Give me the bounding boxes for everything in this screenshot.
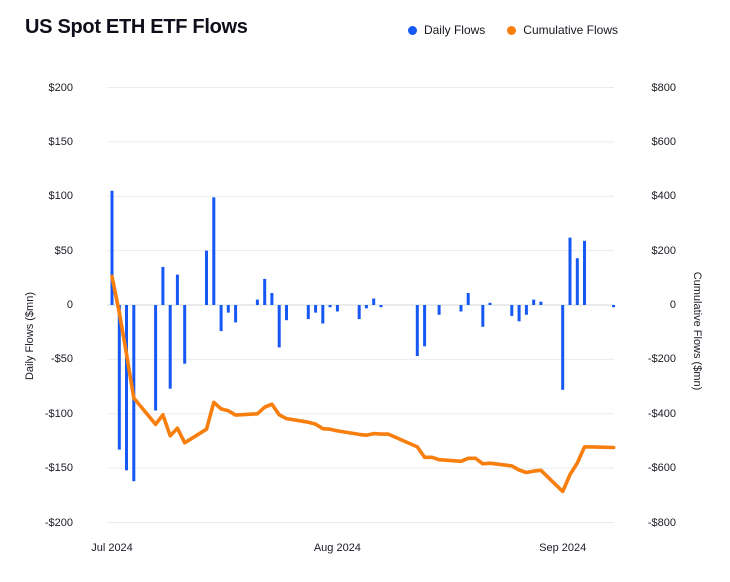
y-axis-tick-left: $50 [54, 244, 73, 257]
daily-flow-bar[interactable] [481, 305, 485, 327]
daily-flow-bar[interactable] [205, 250, 208, 305]
y-axis-tick-right: $200 [651, 244, 676, 257]
y-axis-tick-left: -$150 [44, 462, 73, 475]
daily-flow-bar[interactable] [154, 305, 158, 411]
daily-flow-bar[interactable] [372, 298, 376, 306]
daily-flow-bar[interactable] [117, 305, 121, 450]
daily-flow-bar[interactable] [437, 305, 441, 315]
daily-flow-bar[interactable] [219, 305, 223, 332]
daily-flow-bar[interactable] [539, 301, 543, 305]
chart-title: US Spot ETH ETF Flows [25, 16, 248, 38]
y-axis-tick-right: $400 [651, 190, 676, 203]
daily-flow-bar[interactable] [270, 293, 274, 305]
right-axis-title: Cumulative Flows ($mn) [691, 271, 703, 391]
daily-flow-bar[interactable] [357, 305, 361, 320]
daily-flow-bar[interactable] [364, 305, 368, 309]
daily-flow-bar[interactable] [459, 305, 463, 312]
y-axis-tick-right: -$200 [647, 353, 676, 366]
daily-flow-bar[interactable] [575, 258, 579, 305]
daily-flow-bar[interactable] [212, 197, 216, 305]
y-axis-tick-left: -$200 [44, 516, 73, 529]
y-axis-tick-right: $800 [651, 81, 676, 94]
daily-flow-bar[interactable] [328, 305, 332, 308]
daily-flow-bar[interactable] [423, 305, 427, 347]
y-axis-tick-left: $200 [48, 81, 73, 94]
daily-flow-bar[interactable] [524, 305, 528, 315]
daily-flow-bar[interactable] [314, 305, 318, 313]
legend-item-daily-flows[interactable]: Daily Flows [407, 23, 486, 37]
daily-flow-bar[interactable] [306, 305, 310, 320]
legend-label-daily-flows: Daily Flows [423, 23, 486, 37]
daily-flow-bar[interactable] [226, 305, 230, 313]
daily-flow-bar[interactable] [335, 305, 339, 312]
daily-flow-bar[interactable] [125, 305, 128, 471]
daily-flow-bar[interactable] [415, 305, 419, 357]
x-axis-tick: Jul 2024 [91, 542, 133, 554]
cumulative-flow-line[interactable] [110, 274, 616, 494]
daily-flow-bar[interactable] [379, 305, 383, 308]
daily-flow-bar[interactable] [488, 302, 492, 305]
y-axis-tick-right: 0 [669, 299, 676, 311]
daily-flow-bar[interactable] [277, 305, 281, 348]
y-axis-tick-left: $150 [48, 135, 73, 148]
legend: Daily Flows Cumulative Flows [407, 23, 618, 37]
daily-flow-bar[interactable] [175, 274, 179, 305]
y-axis-tick-right: -$600 [647, 462, 676, 475]
x-axis-tick: Sep 2024 [539, 542, 587, 554]
daily-flow-bar[interactable] [255, 299, 259, 305]
y-axis-tick-left: -$100 [44, 407, 73, 420]
daily-flow-bar[interactable] [263, 278, 267, 305]
y-axis-tick-left: -$50 [50, 353, 73, 366]
x-axis-tick: Aug 2024 [313, 542, 361, 554]
y-axis-tick-left: $100 [48, 190, 73, 203]
daily-flow-bar[interactable] [183, 305, 187, 364]
daily-flow-bar[interactable] [510, 305, 514, 316]
daily-flow-bar[interactable] [168, 305, 172, 389]
y-axis-tick-right: -$400 [647, 407, 676, 420]
daily-flow-bar[interactable] [561, 305, 565, 390]
daily-flow-bar[interactable] [568, 237, 572, 305]
legend-item-cumulative-flows[interactable]: Cumulative Flows [507, 23, 618, 37]
daily-flow-bar[interactable] [234, 305, 238, 323]
daily-flow-bar[interactable] [612, 305, 616, 308]
daily-flow-bar[interactable] [466, 293, 470, 305]
y-axis-tick-right: $600 [651, 135, 676, 148]
daily-flow-bar[interactable] [110, 190, 114, 305]
daily-flow-bar[interactable] [583, 240, 586, 305]
daily-flow-bar[interactable] [321, 305, 325, 324]
left-axis-title: Daily Flows ($mn) [24, 292, 36, 381]
daily-flows-dot-icon [407, 25, 417, 35]
daily-flow-bar[interactable] [285, 305, 288, 321]
legend-label-cumulative-flows: Cumulative Flows [523, 23, 618, 37]
daily-flow-bar[interactable] [517, 305, 521, 322]
y-axis-tick-left: 0 [66, 299, 73, 311]
y-axis-tick-right: -$800 [647, 516, 676, 529]
daily-flow-bar[interactable] [532, 299, 536, 305]
daily-flow-bar[interactable] [161, 266, 165, 305]
cumulative-flows-dot-icon [507, 25, 517, 35]
